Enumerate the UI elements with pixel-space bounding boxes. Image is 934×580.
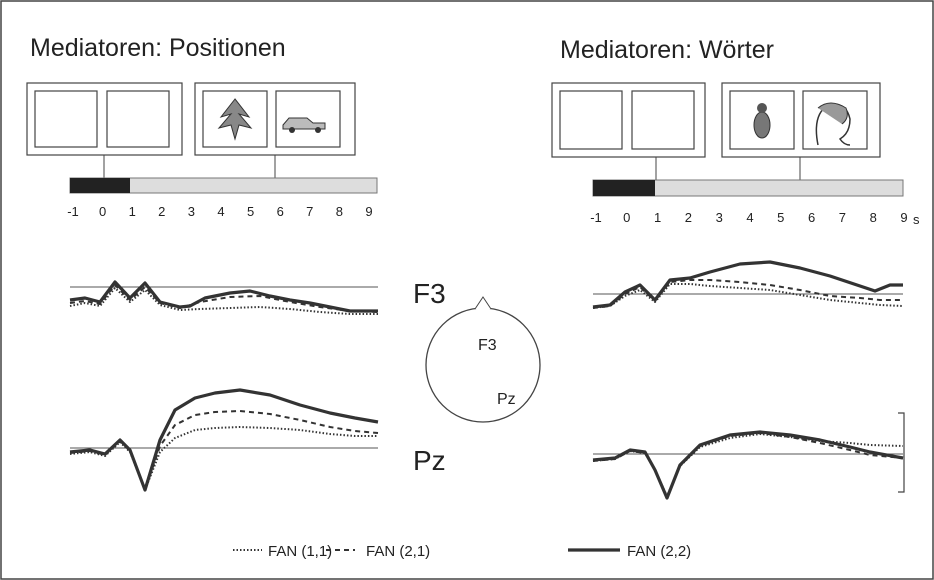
- timeline-label: 4: [746, 210, 753, 225]
- legend-label: FAN (1,1): [268, 543, 332, 560]
- timeline-label: 1: [129, 204, 136, 219]
- timeline-label: 0: [99, 204, 106, 219]
- timeline: [593, 180, 903, 196]
- timeline-label: 4: [217, 204, 224, 219]
- timeline-label: -1: [590, 210, 602, 225]
- legend-label: FAN (2,1): [366, 543, 430, 560]
- timeline-label: 3: [716, 210, 723, 225]
- timeline-label: 8: [870, 210, 877, 225]
- timeline-label: 1: [654, 210, 661, 225]
- timeline-label: 2: [685, 210, 692, 225]
- head-label: Pz: [497, 391, 516, 408]
- legend-label: FAN (2,2): [627, 543, 691, 560]
- electrode-label: F3: [413, 278, 446, 309]
- timeline-label: 9: [365, 204, 372, 219]
- panel-title: Mediatoren: Positionen: [30, 34, 286, 62]
- timeline-label: 5: [247, 204, 254, 219]
- timeline-label: 5: [777, 210, 784, 225]
- timeline-label: 9: [900, 210, 907, 225]
- figure: Mediatoren: Positionen Mediatoren: Wörte…: [0, 0, 934, 580]
- panel-title: Mediatoren: Wörter: [560, 36, 774, 64]
- timeline-label: 3: [188, 204, 195, 219]
- timeline-label: 7: [306, 204, 313, 219]
- timeline-label: -1: [67, 204, 79, 219]
- timeline-label: 0: [623, 210, 630, 225]
- timeline-label: 2: [158, 204, 165, 219]
- timeline-unit: s: [913, 212, 920, 227]
- electrode-label: Pz: [413, 445, 446, 476]
- timeline-label: 6: [277, 204, 284, 219]
- timeline-label: 8: [336, 204, 343, 219]
- timeline-label: 6: [808, 210, 815, 225]
- timeline-label: 7: [839, 210, 846, 225]
- head-label: F3: [478, 337, 497, 354]
- timeline: [70, 178, 377, 193]
